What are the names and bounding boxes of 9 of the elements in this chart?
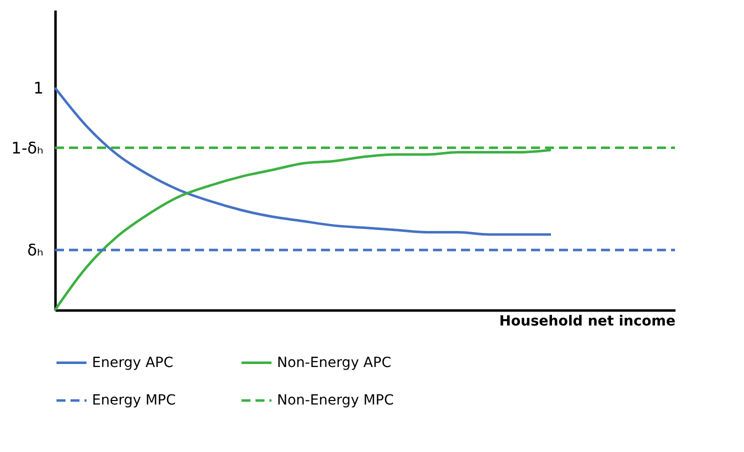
legend-label: Energy APC — [92, 354, 174, 371]
x-axis-title: Household net income — [499, 314, 676, 330]
y-tick-label: 1 — [33, 78, 44, 98]
legend-label: Non-Energy APC — [277, 354, 392, 371]
y-tick-label: 1-δₕ — [11, 138, 44, 158]
line-series — [54, 86, 552, 236]
y-tick-label: δₕ — [27, 240, 44, 260]
legend-label: Non-Energy MPC — [277, 392, 394, 408]
legend-label: Energy MPC — [92, 392, 176, 408]
